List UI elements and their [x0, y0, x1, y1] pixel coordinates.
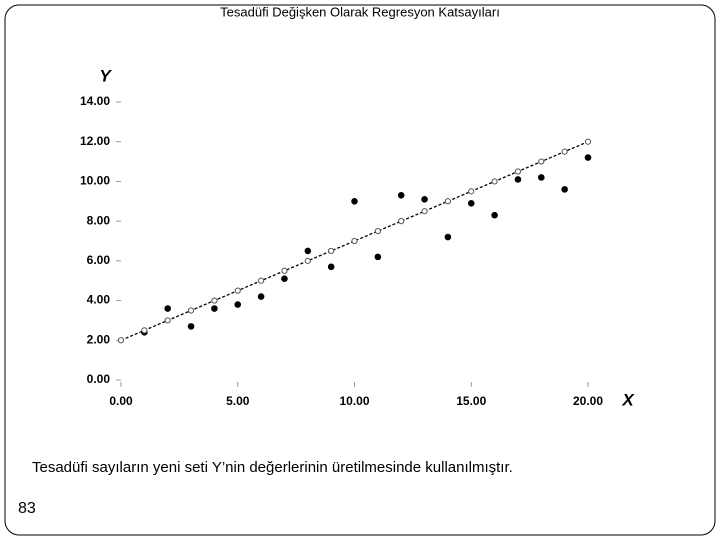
- page-number: 83: [18, 500, 36, 517]
- data-point: [374, 253, 382, 261]
- open-point: [491, 178, 498, 185]
- open-point: [164, 317, 171, 324]
- open-point: [328, 247, 335, 255]
- slide-border: [4, 4, 716, 536]
- data-point: [257, 293, 265, 300]
- y-axis-label: Y: [99, 66, 112, 85]
- y-tick-label: 4.00: [87, 293, 111, 307]
- x-tick-label: 5.00: [226, 394, 250, 408]
- data-point: [561, 186, 568, 193]
- data-point: [491, 211, 498, 219]
- data-point: [234, 301, 242, 308]
- open-point: [281, 267, 288, 274]
- data-point: [211, 305, 218, 312]
- data-point: [514, 176, 522, 183]
- open-point: [258, 277, 265, 284]
- open-point: [141, 327, 148, 334]
- open-point: [234, 287, 241, 294]
- data-point: [187, 323, 195, 330]
- open-point: [304, 257, 311, 264]
- data-point: [281, 275, 288, 283]
- open-point: [351, 237, 358, 245]
- open-point: [398, 218, 405, 225]
- open-point: [584, 138, 592, 145]
- x-axis-label: X: [621, 390, 635, 409]
- open-point: [538, 158, 545, 165]
- open-point: [187, 307, 195, 314]
- open-point: [468, 188, 475, 195]
- data-point: [421, 196, 428, 203]
- y-tick-label: 14.00: [80, 94, 110, 108]
- data-point: [584, 154, 592, 161]
- open-point: [211, 297, 218, 304]
- trend-line: [120, 141, 589, 341]
- x-tick-label: 0.00: [109, 394, 133, 408]
- caption: Tesadüfi sayıların yeni seti Y’nin değer…: [32, 459, 513, 476]
- open-point: [421, 208, 428, 215]
- y-tick-label: 12.00: [80, 134, 110, 148]
- data-point: [538, 174, 545, 181]
- open-point: [444, 198, 451, 205]
- x-tick-label: 10.00: [339, 394, 369, 408]
- x-tick-label: 15.00: [456, 394, 486, 408]
- data-point: [467, 199, 475, 207]
- y-tick-label: 0.00: [87, 372, 111, 386]
- y-tick-label: 6.00: [87, 253, 111, 267]
- data-point: [444, 233, 452, 241]
- open-point: [561, 148, 568, 155]
- y-tick-label: 2.00: [87, 332, 111, 346]
- data-point: [164, 305, 171, 312]
- open-point: [514, 168, 522, 175]
- x-tick-label: 20.00: [573, 394, 603, 408]
- open-point: [117, 337, 125, 344]
- open-point: [374, 227, 381, 235]
- y-tick-label: 8.00: [87, 213, 111, 227]
- y-tick-label: 10.00: [80, 174, 110, 188]
- data-point: [327, 263, 335, 271]
- data-point: [304, 247, 312, 255]
- data-point: [351, 197, 358, 205]
- slide-title: Tesadüfi Değişken Olarak Regresyon Katsa…: [220, 4, 500, 19]
- data-point: [397, 192, 405, 199]
